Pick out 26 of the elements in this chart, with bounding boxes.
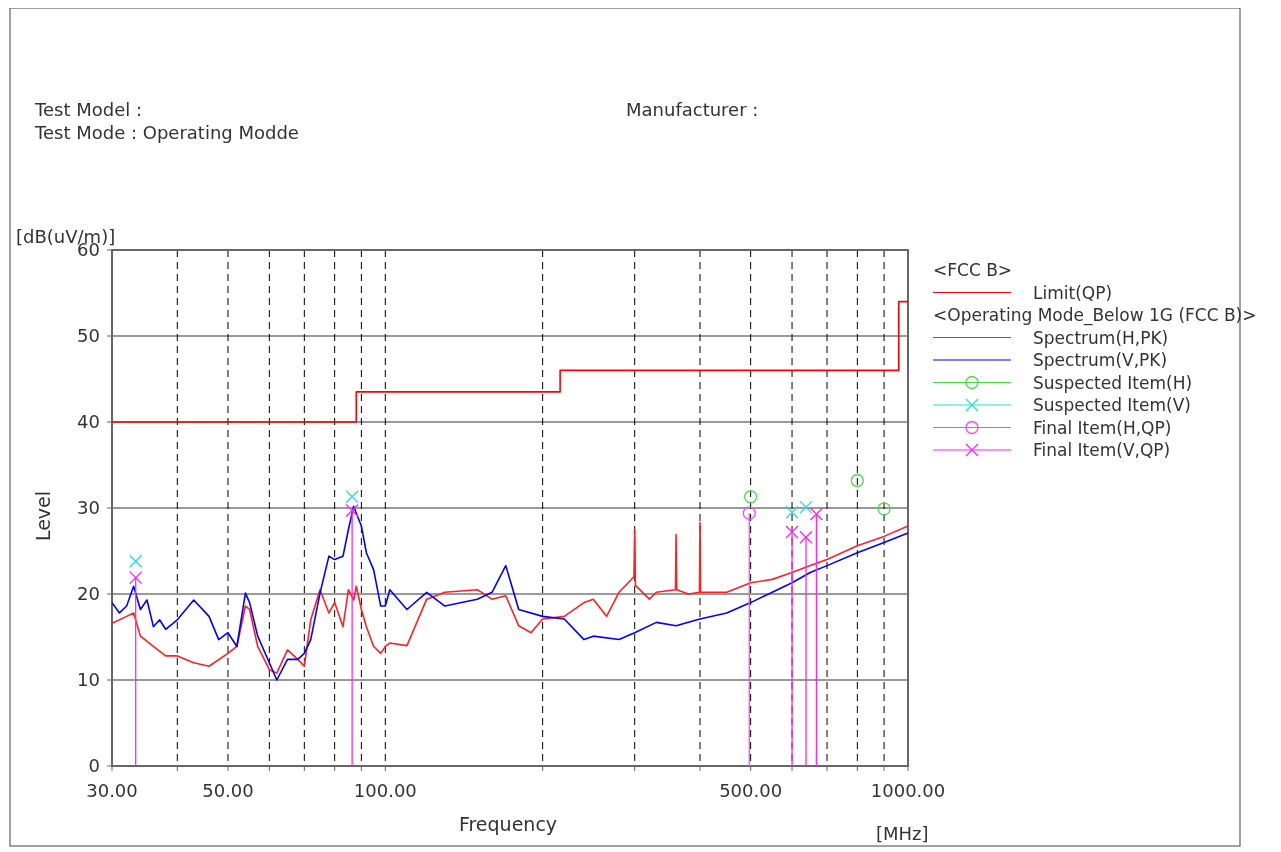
y-tick-label: 50 (77, 325, 100, 346)
y-tick-label: 10 (77, 669, 100, 690)
y-tick-label: 0 (88, 755, 100, 776)
text: [MHz] (876, 823, 929, 844)
legend-label: Suspected Item(H) (1033, 372, 1193, 393)
legend-label: Spectrum(V,PK) (1033, 350, 1168, 370)
legend-label: Final Item(V,QP) (1033, 440, 1171, 460)
text: Test Model : (34, 99, 142, 120)
legend-label: Spectrum(H,PK) (1033, 327, 1169, 348)
y-tick-label: 30 (77, 497, 100, 518)
legend-title: <FCC B> (933, 260, 1013, 280)
legend-label: Final Item(H,QP) (1033, 417, 1172, 438)
x-tick-label: 50.00 (202, 780, 254, 801)
y-tick-label: 20 (77, 583, 100, 604)
y-tick-label: 40 (77, 411, 100, 432)
x-axis-title: Frequency (458, 813, 558, 835)
text: Manufacturer : (626, 99, 759, 120)
y-axis-title: Level (32, 490, 54, 542)
x-tick-label: 1000.00 (870, 780, 946, 801)
legend-label: Suspected Item(V) (1033, 395, 1191, 415)
x-tick-label: 500.00 (719, 780, 783, 801)
x-tick-label: 100.00 (353, 780, 417, 801)
text: Test Mode : Operating Modde (34, 122, 299, 143)
legend-label: Limit(QP) (1033, 282, 1113, 303)
text: <Operating Mode_Below 1G (FCC B)> (933, 305, 1257, 326)
x-tick-label: 30.00 (86, 780, 138, 801)
